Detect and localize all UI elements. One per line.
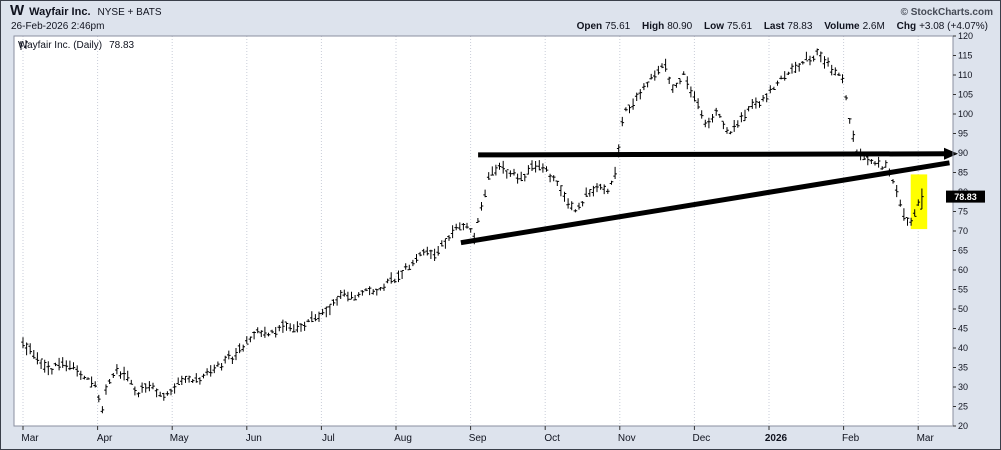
last-label: Last	[763, 21, 785, 32]
svg-text:35: 35	[958, 363, 968, 373]
ticker-symbol: W	[10, 2, 25, 19]
chart-series-label: Wayfair Inc. (Daily) 78.83	[18, 40, 134, 51]
svg-text:Feb: Feb	[842, 433, 860, 444]
svg-text:70: 70	[958, 226, 968, 236]
svg-text:Jun: Jun	[246, 433, 262, 444]
svg-text:110: 110	[958, 70, 972, 80]
high-value: 80.90	[667, 21, 693, 32]
svg-text:105: 105	[958, 90, 973, 100]
svg-text:Dec: Dec	[693, 433, 711, 444]
last-value: 78.83	[787, 21, 813, 32]
plot-background	[14, 36, 953, 426]
last-price-marker	[946, 190, 985, 203]
svg-text:Mar: Mar	[917, 433, 935, 444]
svg-text:115: 115	[958, 51, 972, 61]
y-axis: 1201151101051009590858075706560555045403…	[953, 31, 973, 431]
quote-summary: Open 75.61 High 80.90 Low 75.61 Last 78.83 V…	[568, 21, 988, 32]
chart-header: W Wayfair Inc. NYSE + BATS © StockCharts…	[10, 2, 993, 20]
svg-text:50: 50	[958, 304, 968, 314]
x-axis: Mar Apr May Jun Jul Aug Sep Oct Nov Dec 2026 Feb Mar	[21, 426, 934, 444]
open-label: Open	[576, 21, 603, 32]
ohlc-bars-icon	[19, 40, 28, 50]
svg-text:Oct: Oct	[544, 433, 560, 444]
svg-text:65: 65	[958, 246, 968, 256]
svg-text:Jul: Jul	[322, 433, 335, 444]
chg-label: Chg	[896, 21, 917, 32]
rising-support-trendline	[460, 160, 950, 246]
ohlc-bars	[21, 48, 924, 414]
svg-text:Sep: Sep	[469, 433, 487, 444]
svg-text:45: 45	[958, 324, 968, 334]
svg-text:85: 85	[958, 168, 968, 178]
volume-value: 2.6M	[862, 21, 885, 32]
chg-value: +3.08 (+4.07%)	[919, 21, 988, 32]
series-title: Wayfair Inc. (Daily)	[18, 40, 103, 51]
stockcharts-copyright: © StockCharts.com	[900, 7, 993, 18]
svg-text:55: 55	[958, 285, 968, 295]
horizontal-resistance-trendline	[478, 151, 949, 158]
svg-text:90: 90	[958, 148, 968, 158]
svg-text:Aug: Aug	[394, 433, 412, 444]
svg-text:2026: 2026	[765, 433, 788, 444]
quote-row: 26-Feb-2026 2:46pm Open 75.61 High 80.90 L…	[11, 21, 988, 32]
last-price-label: 78.83	[954, 192, 977, 202]
volume-label: Volume	[824, 21, 860, 32]
svg-text:60: 60	[958, 265, 968, 275]
low-label: Low	[704, 21, 725, 32]
svg-text:25: 25	[958, 402, 968, 412]
low-value: 75.61	[727, 21, 753, 32]
svg-text:May: May	[170, 433, 189, 444]
open-value: 75.61	[605, 21, 631, 32]
company-name: Wayfair Inc.	[29, 6, 91, 18]
trendline-arrowhead	[944, 147, 958, 160]
svg-text:75: 75	[958, 207, 968, 217]
svg-text:Mar: Mar	[21, 433, 39, 444]
svg-text:Nov: Nov	[618, 433, 636, 444]
svg-text:100: 100	[958, 109, 973, 119]
exchange-label: NYSE + BATS	[97, 7, 162, 18]
svg-text:40: 40	[958, 343, 968, 353]
svg-text:30: 30	[958, 382, 968, 392]
high-label: High	[641, 21, 665, 32]
svg-text:20: 20	[958, 421, 968, 431]
quote-datetime: 26-Feb-2026 2:46pm	[11, 21, 105, 32]
svg-text:95: 95	[958, 129, 968, 139]
series-last-price: 78.83	[109, 40, 135, 51]
svg-text:Apr: Apr	[97, 433, 113, 444]
svg-text:120: 120	[958, 31, 973, 41]
